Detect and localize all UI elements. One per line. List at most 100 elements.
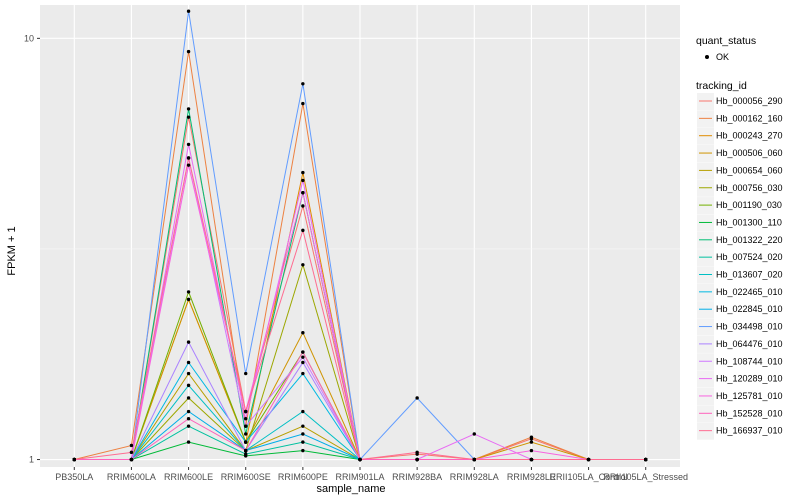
data-point-Hb_022845_010: [301, 432, 305, 436]
data-point-Hb_166937_010: [129, 450, 134, 455]
data-point-Hb_000243_270: [301, 170, 305, 175]
data-point-Hb_166937_010: [358, 457, 362, 462]
data-point-Hb_120289_010: [301, 178, 305, 183]
x-axis-title: sample_name: [316, 483, 385, 495]
axes: 1 10 PB350LA RRIM600LA RRIM600LE RRIM600SE RRI…: [24, 33, 688, 482]
data-point-Hb_120289_010: [472, 432, 476, 436]
data-point-Hb_000162_160: [186, 49, 191, 54]
data-point-Hb_000756_030: [186, 396, 191, 400]
data-point-Hb_125781_010: [301, 191, 305, 195]
data-point-Hb_001322_220: [186, 107, 191, 111]
data-point-Hb_125781_010: [186, 163, 191, 167]
data-point-Hb_013607_020: [186, 383, 191, 388]
legend-item-label: Hb_034498_010: [716, 322, 783, 332]
data-point-Hb_152528_010: [186, 417, 191, 421]
legend-item-label: Hb_000056_290: [716, 96, 783, 106]
legend-item-label: Hb_022465_010: [716, 287, 783, 297]
legend-item-label: Hb_001322_220: [716, 235, 783, 245]
legend-item-label: Hb_000654_060: [716, 165, 783, 175]
legend-item-label: Hb_000162_160: [716, 113, 783, 123]
data-point-Hb_034498_010: [186, 9, 191, 13]
data-point-Hb_166937_010: [644, 457, 648, 462]
data-point-Hb_013607_020: [301, 409, 305, 414]
data-point-Hb_166937_010: [244, 409, 248, 414]
x-tick-label: RRIM901LA: [335, 472, 384, 482]
data-point-Hb_007524_020: [301, 440, 305, 444]
data-point-Hb_064476_010: [301, 360, 305, 365]
data-point-Hb_022465_010: [244, 440, 248, 444]
data-point-Hb_166937_010: [529, 457, 534, 462]
data-point-Hb_152528_010: [301, 350, 305, 354]
x-tick-label: RRII105LA_Control: [550, 472, 628, 482]
grid-lines: [40, 5, 680, 467]
x-tick-label: RRIM928LA: [450, 472, 499, 482]
data-point-Hb_022465_010: [186, 360, 191, 365]
x-tick-label: RRIM928LE: [507, 472, 556, 482]
legend-item-label: Hb_152528_010: [716, 408, 783, 418]
y-tick-label: 10: [24, 33, 34, 43]
legend-item-label: Hb_108744_010: [716, 356, 783, 366]
data-point-Hb_000506_060: [529, 440, 534, 444]
data-point-Hb_166937_010: [472, 457, 476, 462]
data-point-Hb_022465_010: [301, 371, 305, 376]
data-points: [72, 9, 648, 462]
data-point-Hb_000654_060: [301, 424, 305, 428]
x-tick-label: RRIM600LE: [164, 472, 213, 482]
legend-item-label: Hb_125781_010: [716, 391, 783, 401]
data-point-Hb_108744_010: [301, 355, 305, 359]
data-point-Hb_001190_030: [186, 290, 191, 294]
legend-item-label: Hb_000756_030: [716, 183, 783, 193]
data-point-Hb_120289_010: [244, 417, 248, 421]
legend-ok-point: [705, 55, 709, 59]
data-point-Hb_166937_010: [186, 156, 191, 160]
legend: quant_status OK tracking_id Hb_000056_29…: [696, 35, 783, 440]
legend-item-label: Hb_166937_010: [716, 426, 783, 436]
data-point-Hb_001300_110: [301, 448, 305, 453]
data-point-Hb_152528_010: [129, 457, 134, 462]
data-point-Hb_000162_160: [301, 101, 305, 106]
x-tick-label: RRIM600SE: [221, 472, 271, 482]
x-tick-label: RRIM600PE: [278, 472, 328, 482]
legend-tracking-items: Hb_000056_290 Hb_000162_160 Hb_000243_270 H…: [697, 93, 783, 440]
legend-tracking-id-title: tracking_id: [696, 80, 747, 92]
y-axis-title: FPKM + 1: [6, 226, 18, 275]
legend-quant-status-title: quant_status: [696, 35, 756, 47]
x-tick-label: RRII105LA_Stressed: [603, 472, 688, 482]
data-point-Hb_034498_010: [301, 82, 305, 86]
data-point-Hb_022845_010: [186, 409, 191, 414]
x-tick-label: RRIM928BA: [392, 472, 442, 482]
data-point-Hb_001300_110: [186, 440, 191, 444]
data-point-Hb_001322_220: [244, 432, 248, 436]
data-point-Hb_034498_010: [415, 396, 419, 400]
legend-item-label: Hb_120289_010: [716, 374, 783, 384]
data-point-Hb_000654_060: [186, 371, 191, 376]
x-tick-label: RRIM600LA: [107, 472, 156, 482]
legend-item-label: Hb_013607_020: [716, 270, 783, 280]
data-point-Hb_152528_010: [415, 457, 419, 462]
legend-item-label: Hb_000506_060: [716, 148, 783, 158]
data-point-Hb_034498_010: [244, 371, 248, 376]
data-point-Hb_000162_160: [129, 443, 134, 448]
data-point-Hb_166937_010: [586, 457, 591, 462]
data-point-Hb_000056_290: [301, 204, 305, 208]
data-point-Hb_108744_010: [244, 424, 248, 428]
legend-ok-label: OK: [716, 52, 729, 62]
data-point-Hb_125781_010: [529, 448, 534, 453]
data-point-Hb_007524_020: [186, 424, 191, 428]
data-point-Hb_000506_060: [301, 331, 305, 335]
data-point-Hb_166937_010: [415, 450, 419, 455]
legend-item-label: Hb_001300_110: [716, 217, 782, 227]
x-tick-label: PB350LA: [55, 472, 93, 482]
legend-item-label: Hb_064476_010: [716, 339, 783, 349]
data-point-Hb_064476_010: [186, 340, 191, 344]
data-point-Hb_000056_290: [186, 115, 191, 119]
data-point-Hb_152528_010: [244, 448, 248, 453]
y-tick-label: 1: [29, 455, 34, 465]
data-point-Hb_120289_010: [186, 142, 191, 147]
legend-item-label: Hb_022845_010: [716, 304, 783, 314]
data-point-Hb_166937_010: [301, 228, 305, 233]
legend-item-label: Hb_007524_020: [716, 252, 783, 262]
legend-item-label: Hb_001190_030: [716, 200, 782, 210]
data-point-Hb_000756_030: [301, 263, 305, 267]
